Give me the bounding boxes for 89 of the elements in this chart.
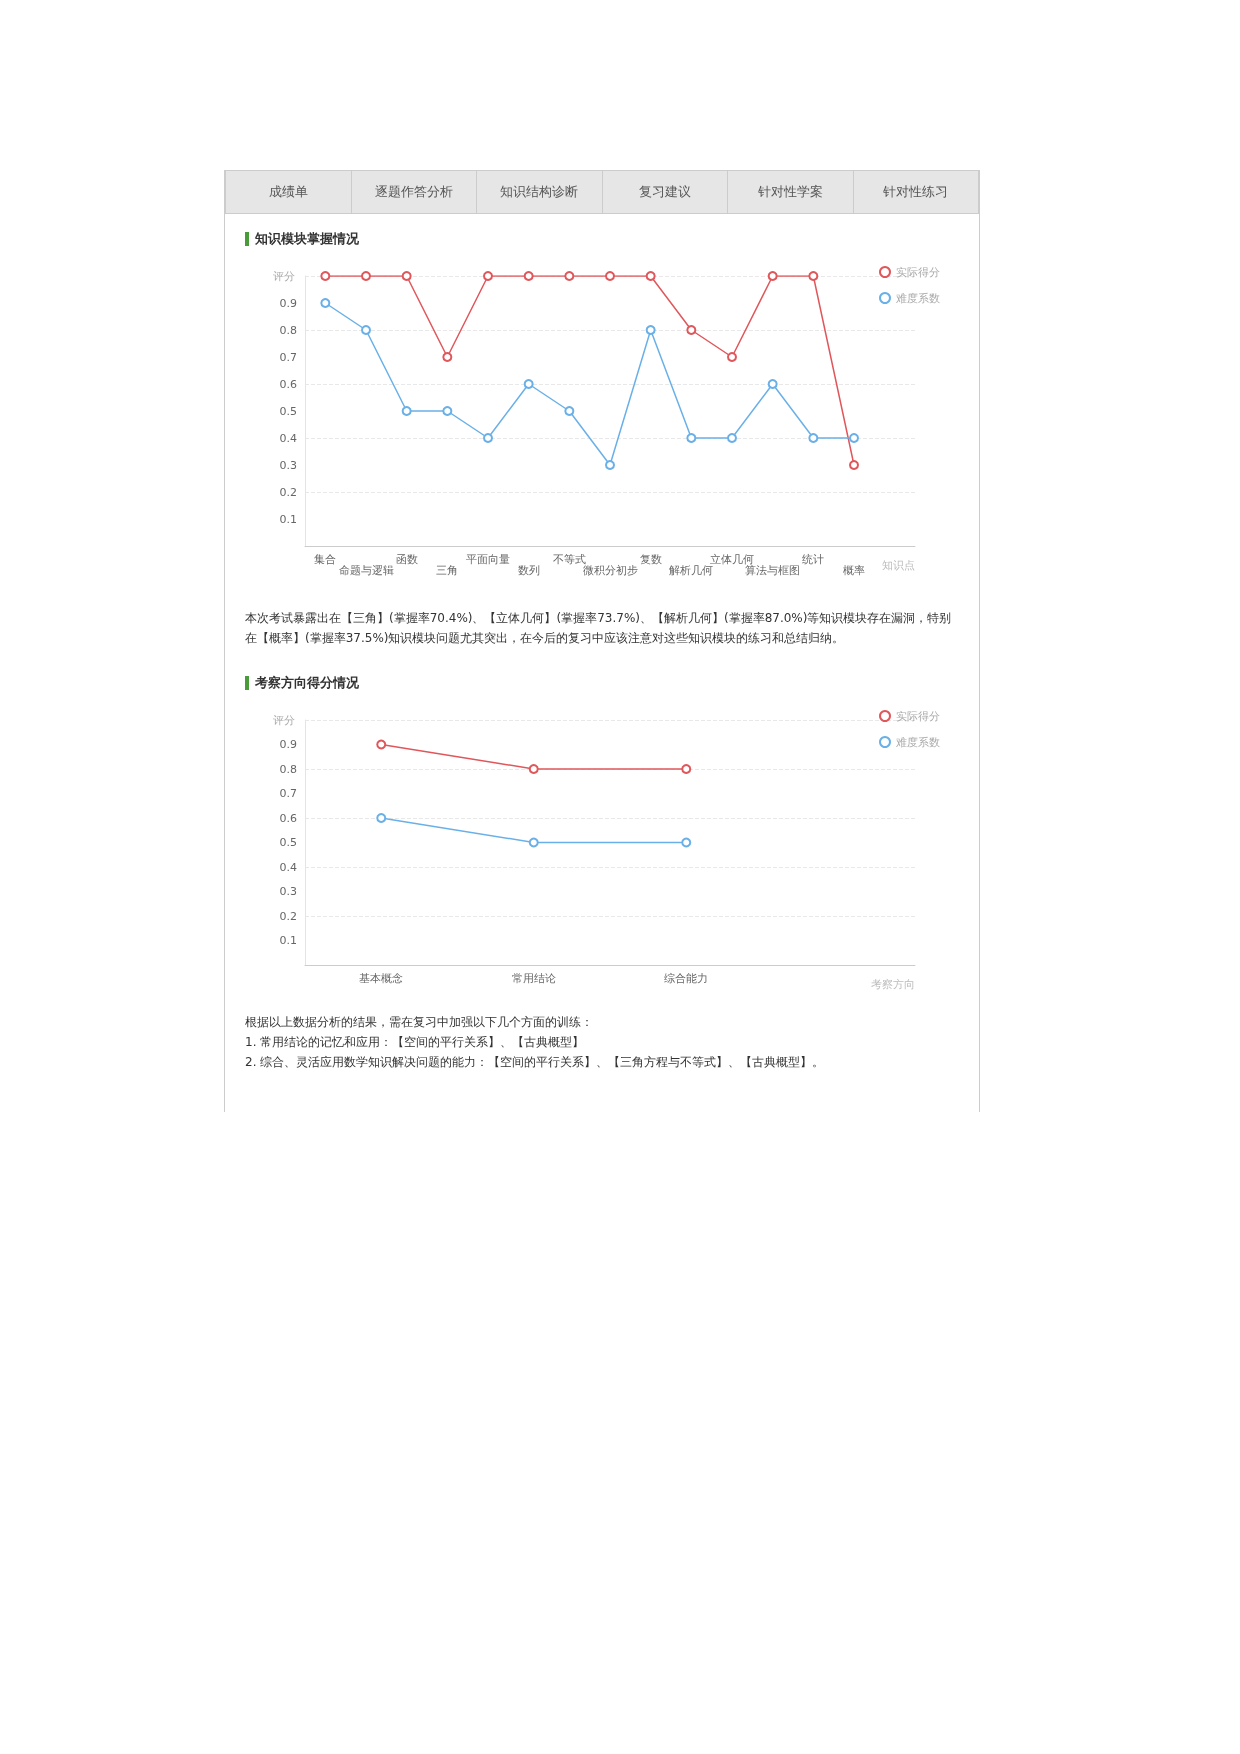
point: [681, 837, 692, 848]
point: [645, 325, 656, 335]
text: 针对性练习: [853, 170, 979, 213]
text: 根据以上数据分析的结果，需在复习中加强以下几个方面的训练：: [245, 1014, 594, 1031]
y-tick-label: 0.9: [279, 296, 297, 310]
y-tick-label: 0.1: [279, 934, 297, 947]
x-tick-label: 数列: [517, 564, 540, 577]
y-tick-label: 0.5: [279, 836, 297, 849]
x-tick-label: 不等式: [552, 553, 586, 566]
text: 针对性学案: [728, 170, 854, 213]
point: [401, 406, 412, 416]
y-tick-label: 0.3: [279, 885, 297, 898]
y-axis-title: 评分: [273, 270, 295, 283]
point: [483, 433, 493, 443]
x-tick-label: 集合: [314, 553, 337, 566]
point: [320, 298, 331, 308]
point: [564, 271, 575, 281]
point: [401, 271, 412, 281]
point: [442, 406, 453, 416]
point: [605, 271, 615, 281]
x-tick-label: 微积分初步: [582, 564, 638, 577]
point: [849, 460, 859, 470]
point: [808, 433, 819, 443]
point: [483, 271, 493, 281]
y-tick-label: 0.5: [279, 404, 297, 418]
y-tick-label: 0.7: [279, 350, 297, 364]
x-tick-label: 基本概念: [359, 972, 404, 985]
point: [727, 433, 737, 443]
point: [686, 433, 697, 443]
point: [442, 352, 453, 362]
x-axis-title: 考察方向: [871, 978, 915, 991]
x-axis-title: 知识点: [882, 559, 915, 572]
point: [320, 271, 331, 281]
y-tick-label: 0.8: [279, 323, 297, 337]
x-tick-label: 三角: [436, 564, 459, 577]
point: [528, 764, 539, 774]
point: [376, 739, 387, 750]
point: [681, 764, 692, 774]
point: [564, 406, 575, 416]
y-tick-label: 0.3: [279, 458, 297, 472]
x-tick-label: 立体几何: [710, 553, 754, 566]
x-tick-label: 综合能力: [664, 972, 709, 985]
text: 知识结构诊断: [477, 170, 603, 213]
y-tick-label: 0.6: [279, 811, 297, 825]
legend-label: 实际得分: [896, 265, 940, 279]
x-tick-label: 解析几何: [669, 564, 714, 577]
y-tick-label: 0.1: [279, 512, 297, 526]
x-tick-label: 复数: [639, 553, 662, 566]
y-tick-label: 0.2: [279, 485, 297, 499]
y-tick-label: 0.7: [279, 787, 297, 800]
y-tick-label: 0.6: [279, 377, 297, 391]
point: [528, 837, 539, 848]
legend-label: 实际得分: [896, 709, 940, 723]
y-tick-label: 0.2: [279, 909, 297, 923]
point: [727, 352, 737, 362]
y-tick-label: 0.9: [279, 738, 297, 751]
text: 逐题作答分析: [351, 170, 477, 213]
text: 1. 常用结论的记忆和应用：【空间的平行关系】、【古典概型】: [245, 1034, 586, 1051]
point: [376, 813, 387, 823]
point: [361, 271, 371, 281]
text: 2. 综合、灵活应用数学知识解决问题的能力：【空间的平行关系】、【三角方程与不等式】、【古典概型】。: [245, 1054, 826, 1071]
point: [605, 460, 615, 470]
legend-label: 难度系数: [896, 735, 940, 749]
x-tick-label: 概率: [843, 564, 865, 577]
x-tick-label: 函数: [395, 553, 418, 566]
text: 复习建议: [602, 170, 728, 213]
y-axis-title: 评分: [273, 714, 295, 727]
point: [645, 271, 656, 281]
point: [523, 379, 534, 389]
text: 本次考试暴露出在【三角】(掌握率70.4%)、【立体几何】(掌握率73.7%)、【解析几何】(掌握率87.0%)等知识模块存在漏洞，特别在【概率】(掌握率37.5%)知识模块问题尤其突出，在今后的复习中应该注意对这些知识模块的练习和总结归纳。: [245, 610, 953, 647]
x-tick-label: 算法与框图: [745, 564, 801, 577]
x-tick-label: 常用结论: [511, 972, 556, 985]
y-tick-label: 0.4: [279, 431, 297, 445]
point: [808, 271, 819, 281]
chart-title: 考察方向得分情况: [245, 675, 959, 690]
x-tick-label: 平面向量: [466, 553, 510, 566]
legend-label: 难度系数: [896, 291, 940, 305]
chart-title: 知识模块掌握情况: [245, 231, 959, 246]
point: [686, 325, 697, 335]
text: 成绩单: [225, 170, 352, 213]
point: [767, 271, 778, 281]
x-tick-label: 统计: [802, 553, 825, 566]
y-tick-label: 0.4: [279, 860, 297, 874]
y-tick-label: 0.8: [279, 762, 297, 776]
point: [361, 325, 371, 335]
point: [767, 379, 778, 389]
x-tick-label: 命题与逻辑: [338, 564, 394, 577]
point: [849, 433, 859, 443]
point: [523, 271, 534, 281]
